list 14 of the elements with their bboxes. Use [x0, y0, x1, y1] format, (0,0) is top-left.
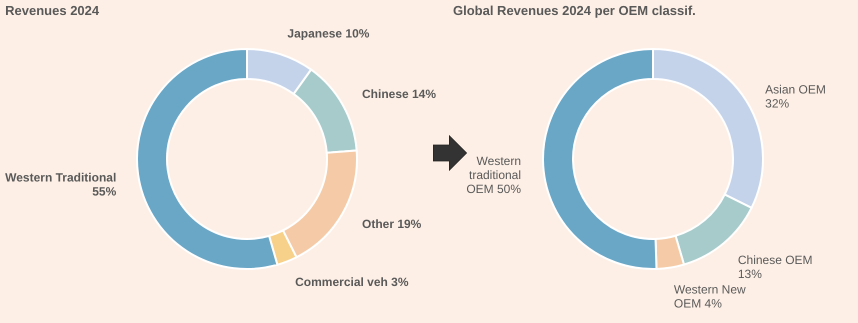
slice-label: Japanese 10%: [287, 26, 370, 40]
slice-label: Chinese 14%: [362, 87, 436, 102]
slice-label: Commercial veh 3%: [295, 274, 409, 289]
slice-label: Western traditional OEM 50%: [466, 154, 522, 196]
data-label: 32%: [765, 96, 790, 110]
slice-label: Western Traditional: [5, 170, 116, 184]
slice-label: Asian OEM: [765, 82, 826, 96]
slice-label: Other 19%: [362, 216, 422, 231]
slice-label: Chinese OEM: [738, 253, 813, 268]
data-label: 13%: [738, 267, 762, 282]
chart-title: Global Revenues 2024 per OEM classif.: [453, 3, 696, 18]
chart-title: Revenues 2024: [5, 3, 100, 18]
slice-label: Western New OEM 4%: [674, 282, 746, 310]
data-label: 55%: [92, 184, 117, 198]
